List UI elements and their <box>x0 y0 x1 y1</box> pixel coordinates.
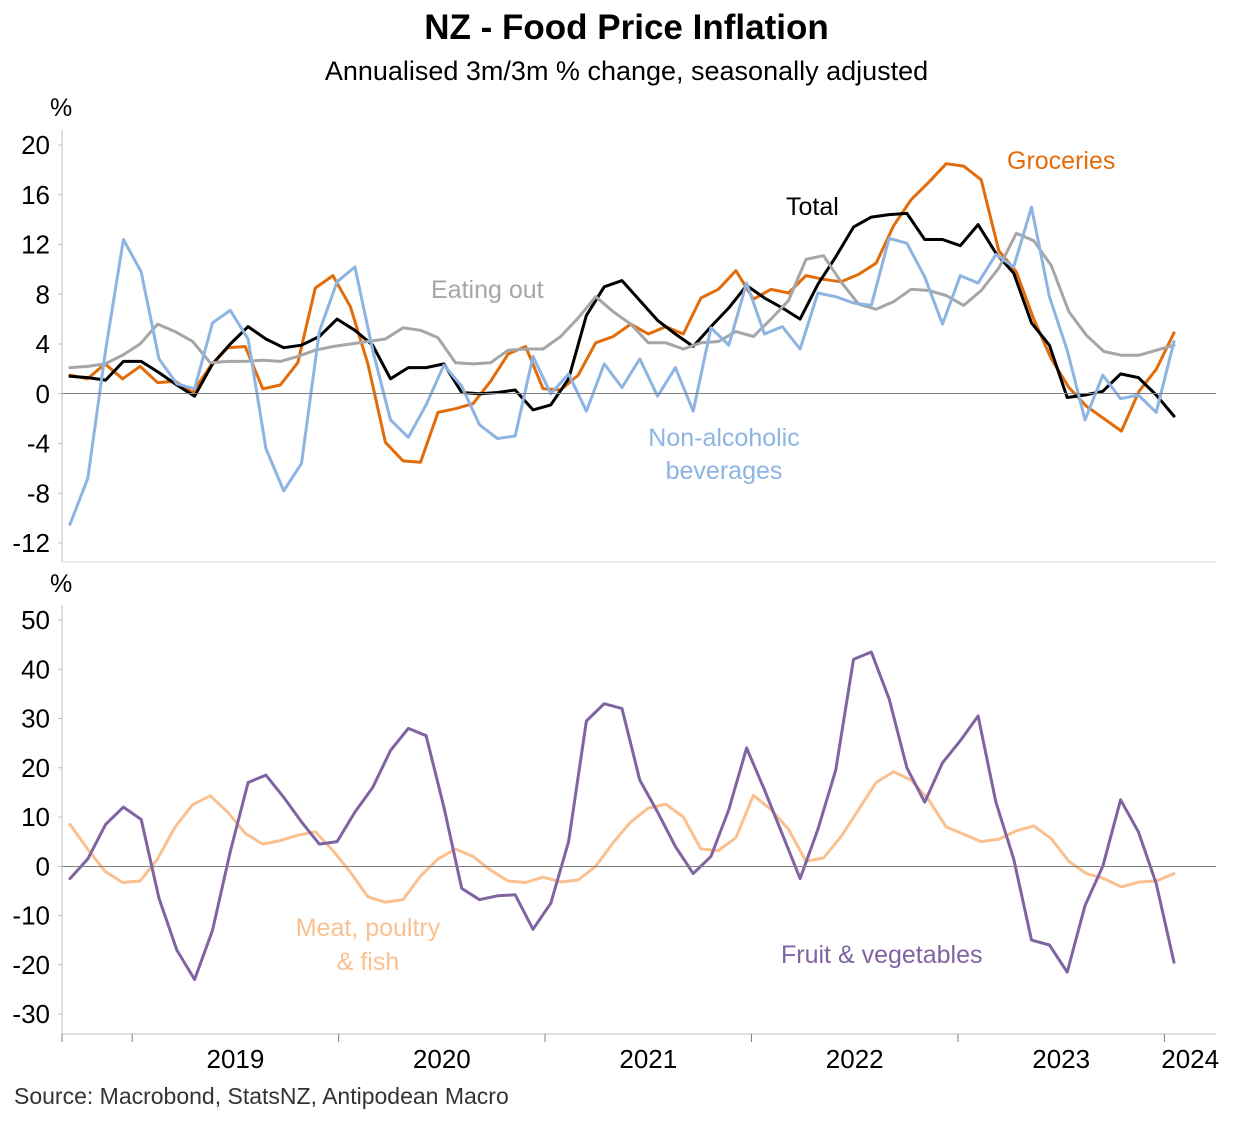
y-tick-label: -10 <box>12 901 50 931</box>
y-tick-label: 4 <box>36 329 50 359</box>
x-tick-label: 2022 <box>826 1044 884 1074</box>
y-axis-label-bottom: % <box>50 570 72 598</box>
series-line-total <box>68 211 1176 418</box>
annotation-fruit-veg: Fruit & vegetables <box>781 941 983 969</box>
y-tick-label: 30 <box>21 704 50 734</box>
series-line-meat-poultry-fish <box>68 770 1176 904</box>
series-line-eating-out <box>68 231 1176 370</box>
y-tick-label: 20 <box>21 753 50 783</box>
annotation-beverages: beverages <box>666 457 783 485</box>
y-tick-label: 0 <box>36 379 50 409</box>
chart-subtitle: Annualised 3m/3m % change, seasonally ad… <box>324 56 929 86</box>
y-tick-label: 10 <box>21 802 50 832</box>
series-lines-bottom <box>68 650 1176 981</box>
top-panel: % 20 16 12 8 4 0 -4 -8 -12 Groceries Total Eatin… <box>12 94 1216 563</box>
series-line-groceries <box>68 162 1176 464</box>
series-lines-top <box>68 162 1176 526</box>
y-tick-label: -20 <box>12 950 50 980</box>
series-line-non-alcoholic-beverages <box>68 205 1176 526</box>
y-tick-label: 16 <box>21 180 50 210</box>
x-axis-ticks: 2019 2020 2021 2022 2023 2024 <box>61 1034 1219 1074</box>
y-tick-label: -30 <box>12 999 50 1029</box>
chart-title: NZ - Food Price Inflation <box>424 8 829 47</box>
y-tick-label: 50 <box>21 605 50 635</box>
y-tick-label: 40 <box>21 654 50 684</box>
y-tick-label: 0 <box>36 851 50 881</box>
source-note: Source: Macrobond, StatsNZ, Antipodean M… <box>14 1083 509 1109</box>
y-tick-labels-bottom: 50 40 30 20 10 0 -10 -20 -30 <box>12 605 62 1029</box>
y-tick-label: 12 <box>21 230 50 260</box>
y-tick-labels-top: 20 16 12 8 4 0 -4 -8 -12 <box>12 130 62 558</box>
annotation-total: Total <box>786 193 839 221</box>
x-tick-label: 2023 <box>1032 1044 1090 1074</box>
x-tick-label: 2021 <box>619 1044 677 1074</box>
y-axis-label-top: % <box>50 94 72 122</box>
series-line-fruit-vegetables <box>68 650 1176 981</box>
x-tick-label: 2024 <box>1161 1044 1219 1074</box>
y-tick-label: -8 <box>27 478 50 508</box>
annotation-eating-out: Eating out <box>431 276 544 304</box>
annotation-meat-poultry: Meat, poultry <box>296 914 441 942</box>
annotation-groceries: Groceries <box>1007 147 1115 175</box>
y-tick-label: 20 <box>21 130 50 160</box>
y-tick-label: -12 <box>12 528 50 558</box>
x-tick-label: 2020 <box>413 1044 471 1074</box>
y-tick-label: 8 <box>36 279 50 309</box>
annotation-and-fish: & fish <box>337 948 400 976</box>
x-tick-label: 2019 <box>206 1044 264 1074</box>
annotation-non-alcoholic: Non-alcoholic <box>648 424 799 452</box>
y-tick-label: -4 <box>27 429 50 459</box>
